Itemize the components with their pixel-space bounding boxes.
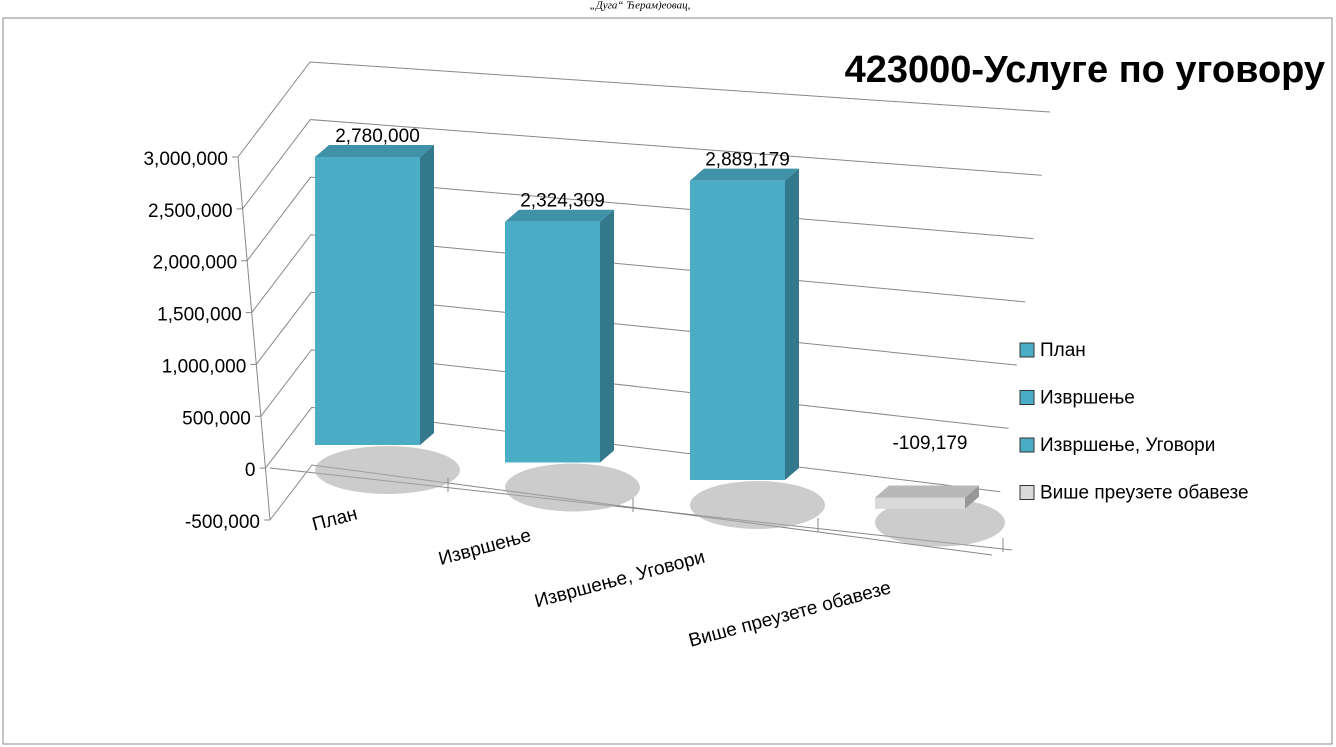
bar-top [875, 485, 979, 498]
data-label: -109,179 [892, 433, 967, 454]
data-label: 2,780,000 [335, 126, 420, 147]
bar-shadow [875, 498, 1005, 547]
bar-shadow [690, 481, 825, 529]
legend-swatch [1019, 390, 1035, 405]
bar-shadow [505, 463, 640, 512]
data-label: 2,889,179 [705, 150, 790, 171]
chart-border [2, 17, 1333, 745]
x-tick-label: Извршење [436, 525, 533, 570]
bar [690, 180, 785, 480]
x-tick-label: Извршење, Уговори [532, 547, 707, 613]
y-tick-label: 500,000 [182, 408, 251, 429]
bar-side [965, 485, 979, 509]
x-tick-label: Више преузете обавезе [686, 577, 893, 651]
bar [315, 156, 420, 445]
legend-swatch [1019, 342, 1035, 358]
y-axis [237, 156, 271, 521]
grid-line [237, 61, 1051, 158]
bar-side [600, 209, 614, 463]
x-tick-label: План [310, 503, 360, 535]
legend-label: Извршење, Уговори [1040, 435, 1215, 456]
y-tick-label: 2,000,000 [153, 253, 238, 274]
bar-side [420, 144, 434, 445]
legend-label: План [1040, 340, 1086, 361]
y-tick-label: 0 [245, 460, 256, 481]
bar-top [315, 144, 434, 157]
data-label: 2,324,309 [520, 191, 605, 212]
y-tick-label: 1,500,000 [157, 305, 242, 326]
legend-swatch [1019, 437, 1035, 453]
legend-label: Више преузете обавезе [1040, 483, 1249, 504]
header-text: „Дуга“ Ћерам)еовац, [590, 0, 691, 12]
chart-title: 423000-Услуге по уговору [845, 49, 1325, 91]
legend-label: Извршење [1040, 388, 1135, 409]
bar [505, 221, 600, 463]
y-tick-label: 2,500,000 [148, 201, 233, 222]
bar-top [690, 168, 799, 181]
grid-line [242, 119, 1042, 210]
bar-top [505, 209, 614, 222]
y-tick-label: -500,000 [185, 512, 260, 533]
y-tick-label: 3,000,000 [143, 149, 228, 170]
y-tick-label: 1,000,000 [162, 356, 247, 377]
bar-side [785, 168, 799, 480]
bar [875, 497, 965, 509]
legend-swatch [1019, 485, 1035, 500]
bar-shadow [315, 446, 460, 494]
